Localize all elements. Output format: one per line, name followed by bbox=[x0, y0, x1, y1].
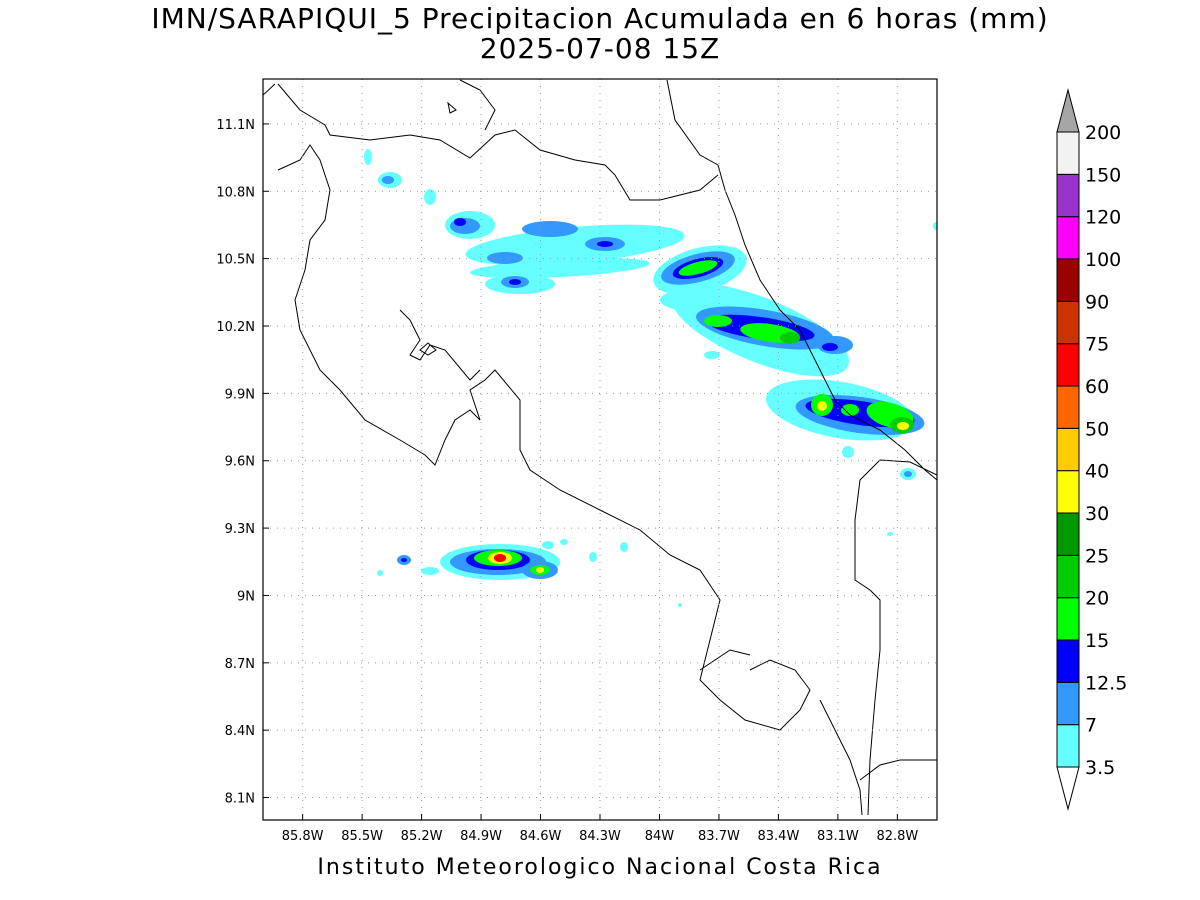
lat-tick-label: 11.1N bbox=[216, 118, 255, 133]
colorbar-swatch bbox=[1056, 343, 1080, 387]
colorbar-level-label: 200 bbox=[1085, 122, 1121, 144]
colorbar-level-label: 25 bbox=[1085, 545, 1109, 567]
colorbar-level-label: 7 bbox=[1085, 715, 1097, 737]
precip-band-caribbean bbox=[653, 222, 937, 480]
lon-tick-label: 82.8W bbox=[876, 829, 918, 844]
lat-tick-label: 10.2N bbox=[216, 320, 255, 335]
panama-border-line bbox=[819, 459, 937, 816]
burica-line bbox=[859, 759, 937, 781]
lat-tick-label: 9.3N bbox=[225, 522, 255, 537]
lon-tick-label: 84W bbox=[645, 829, 675, 844]
precipitation-colorbar: 3.5 7 12.5 15 20 25 30 40 50 60 75 90 100 120 150 200 bbox=[1056, 88, 1127, 811]
lon-tick-label: 85.5W bbox=[341, 829, 383, 844]
lake-line bbox=[447, 101, 457, 114]
precip-band-north bbox=[364, 149, 685, 294]
colorbar-level-label: 120 bbox=[1085, 207, 1121, 229]
colorbar-level-label: 12.5 bbox=[1085, 672, 1127, 694]
map-grid bbox=[263, 79, 937, 820]
footer-credit: Instituto Meteorologico Nacional Costa R… bbox=[317, 855, 883, 880]
lat-tick-label: 9.6N bbox=[225, 455, 255, 470]
colorbar-swatch bbox=[1056, 639, 1080, 683]
colorbar-swatch bbox=[1056, 470, 1080, 514]
lon-tick-label: 84.3W bbox=[579, 829, 621, 844]
colorbar-swatch bbox=[1056, 173, 1080, 218]
colorbar-swatch bbox=[1056, 681, 1080, 726]
nicaragua-border-line bbox=[277, 83, 719, 201]
lon-tick-label: 83.7W bbox=[698, 829, 740, 844]
nicoya-peninsula-line bbox=[399, 309, 481, 381]
colorbar-swatch bbox=[1056, 597, 1080, 641]
lon-tick-label: 84.6W bbox=[520, 829, 562, 844]
caribbean-coast-line bbox=[717, 164, 937, 481]
nicaragua-coast-line bbox=[263, 79, 719, 166]
colorbar-level-label: 3.5 bbox=[1085, 757, 1115, 779]
map-title: IMN/SARAPIQUI_5 Precipitacion Acumulada … bbox=[151, 2, 1049, 35]
lon-tick-label: 84.9W bbox=[460, 829, 502, 844]
lat-tick-label: 10.5N bbox=[216, 253, 255, 268]
map-subtitle-datetime: 2025-07-08 15Z bbox=[479, 32, 721, 65]
lat-tick-label: 8.7N bbox=[225, 657, 255, 672]
coastline-layer bbox=[263, 79, 937, 816]
precip-band-south bbox=[377, 532, 893, 607]
colorbar-swatch bbox=[1056, 131, 1080, 175]
colorbar-level-label: 150 bbox=[1085, 164, 1121, 186]
colorbar-level-label: 20 bbox=[1085, 588, 1109, 610]
colorbar-swatch bbox=[1056, 258, 1080, 302]
colorbar-swatch bbox=[1056, 554, 1080, 599]
colorbar-lower-arrow bbox=[1056, 766, 1080, 811]
colorbar-swatch bbox=[1056, 724, 1080, 768]
lon-tick-label: 85.8W bbox=[282, 829, 324, 844]
lat-tick-label: 8.1N bbox=[225, 792, 255, 807]
colorbar-level-label: 75 bbox=[1085, 334, 1109, 356]
lat-tick-label: 8.4N bbox=[225, 724, 255, 739]
colorbar-level-label: 90 bbox=[1085, 291, 1109, 313]
colorbar-swatch bbox=[1056, 427, 1080, 472]
lon-tick-label: 83.4W bbox=[758, 829, 800, 844]
lat-tick-label: 9.9N bbox=[225, 387, 255, 402]
pacific-coast-line bbox=[277, 144, 811, 731]
colorbar-level-label: 60 bbox=[1085, 376, 1109, 398]
precipitation-layer bbox=[364, 149, 937, 607]
colorbar-level-label: 100 bbox=[1085, 249, 1121, 271]
longitude-axis: 85.8W 85.5W 85.2W 84.9W 84.6W 84.3W 84W 83.7W 83… bbox=[282, 814, 918, 844]
map-frame bbox=[262, 78, 938, 821]
lon-tick-label: 83.1W bbox=[817, 829, 859, 844]
colorbar-swatch bbox=[1056, 300, 1080, 345]
colorbar-level-label: 30 bbox=[1085, 503, 1109, 525]
colorbar-level-label: 15 bbox=[1085, 630, 1109, 652]
colorbar-upper-arrow bbox=[1056, 88, 1080, 133]
lat-tick-label: 10.8N bbox=[216, 185, 255, 200]
colorbar-level-label: 50 bbox=[1085, 418, 1109, 440]
nicoya-island-line bbox=[419, 342, 437, 356]
colorbar-level-label: 40 bbox=[1085, 461, 1109, 483]
latitude-axis: 8.1N 8.4N 8.7N 9N 9.3N 9.6N 9.9N 10.2N 10.5N 10.8… bbox=[216, 118, 269, 807]
colorbar-swatch bbox=[1056, 512, 1080, 556]
colorbar-swatch bbox=[1056, 385, 1080, 429]
lat-tick-label: 9N bbox=[237, 589, 255, 604]
colorbar-swatch bbox=[1056, 216, 1080, 260]
lon-tick-label: 85.2W bbox=[401, 829, 443, 844]
